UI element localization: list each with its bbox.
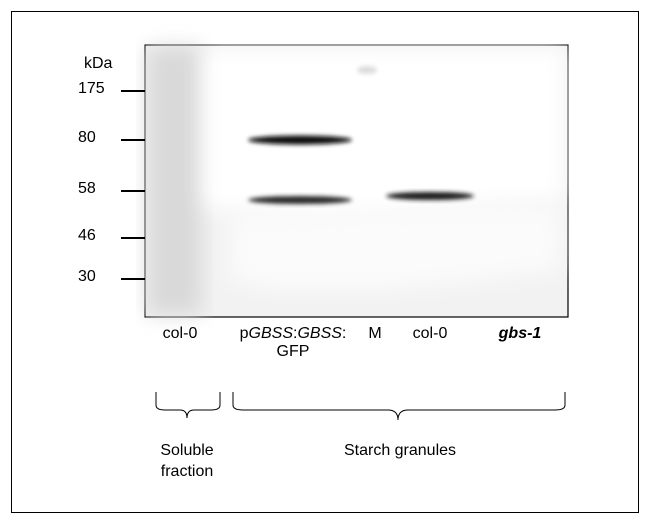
lane-label-gbs1: gbs-1 [498,325,542,342]
gfp-prefix: p [239,325,249,342]
mw-marker-tick [121,90,145,92]
mw-marker-tick [121,190,145,192]
membrane-highlight-lower [230,205,560,290]
unit-label: kDa [84,55,113,72]
lane-label-col0-soluble: col-0 [162,325,198,342]
group-label-soluble: Soluble fraction [140,440,234,482]
brace-starch [232,392,566,421]
group-label-starch: Starch granules [343,442,457,459]
mw-marker-label: 30 [78,268,96,285]
membrane-highlight [205,48,565,215]
lane-label-col0-starch: col-0 [412,325,448,342]
mw-marker-tick [121,278,145,280]
gfp-gene-2: GBSS [297,325,342,342]
mw-marker-label: 58 [78,180,96,197]
group-soluble-line1: Soluble [160,442,214,459]
lane-label-gfp: pGBSS:GBSS: GFP [228,325,358,361]
band-col0-58 [386,192,474,200]
mw-marker-tick [121,237,145,239]
band-gfp-80 [248,135,352,145]
mw-marker-tick [121,139,145,141]
band-gfp-58 [248,196,352,204]
gfp-colon-2: : [341,325,347,342]
mw-marker-label: 175 [78,80,105,97]
soluble-lane-smear [147,47,202,315]
gfp-colon-1: : [293,325,298,342]
lane-label-marker: M [368,325,382,342]
mw-marker-label: 46 [78,227,96,244]
brace-soluble [155,392,221,419]
gfp-gene-1: GBSS [248,325,293,342]
faint-spot [357,66,377,74]
group-soluble-line2: fraction [160,463,214,480]
gfp-suffix: GFP [276,343,310,360]
mw-marker-label: 80 [78,129,96,146]
